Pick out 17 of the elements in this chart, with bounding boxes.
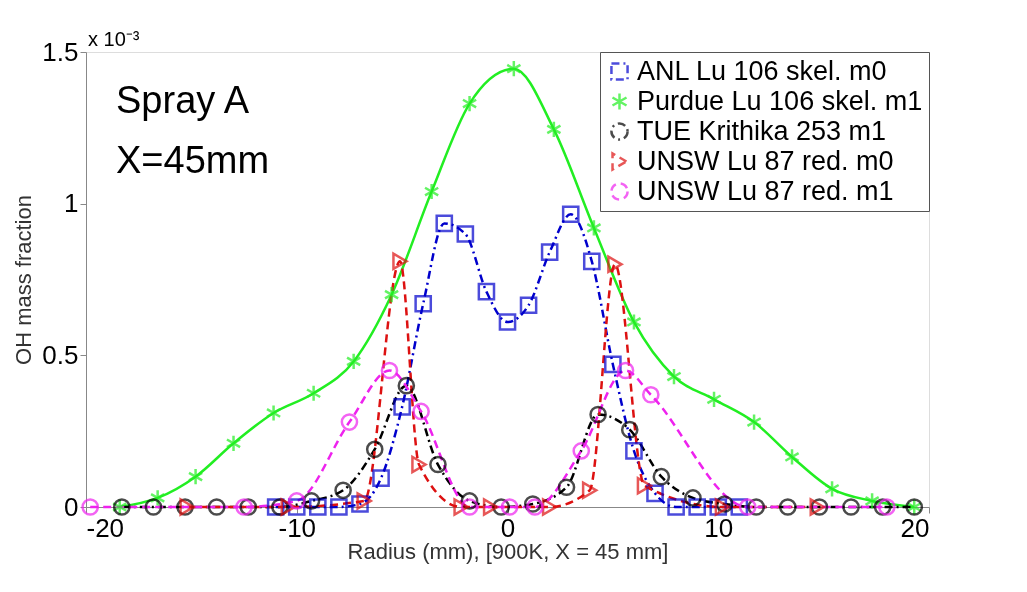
y-tick-label: 0 (64, 491, 79, 522)
y-axis-title: OH mass fraction (11, 195, 37, 365)
x-tick-label: 20 (900, 512, 930, 543)
legend-label: ANL Lu 106 skel. m0 (637, 55, 887, 86)
y-tick-label: 1.5 (42, 36, 79, 67)
legend-label: UNSW Lu 87 red. m0 (637, 145, 894, 176)
x-tick-label: 10 (704, 512, 734, 543)
annotation: Spray A (116, 79, 250, 121)
annotation: X=45mm (116, 139, 270, 181)
y-tick-label: 1 (64, 188, 79, 219)
legend-label: UNSW Lu 87 red. m1 (637, 175, 894, 206)
legend-label: TUE Krithika 253 m1 (637, 115, 887, 146)
text: x 10⁻³ (88, 28, 140, 50)
x-tick-label: -10 (278, 512, 317, 543)
legend-label: Purdue Lu 106 skel. m1 (637, 85, 923, 116)
y-tick-label: 0.5 (42, 339, 79, 370)
x-tick-label: -20 (86, 512, 125, 543)
